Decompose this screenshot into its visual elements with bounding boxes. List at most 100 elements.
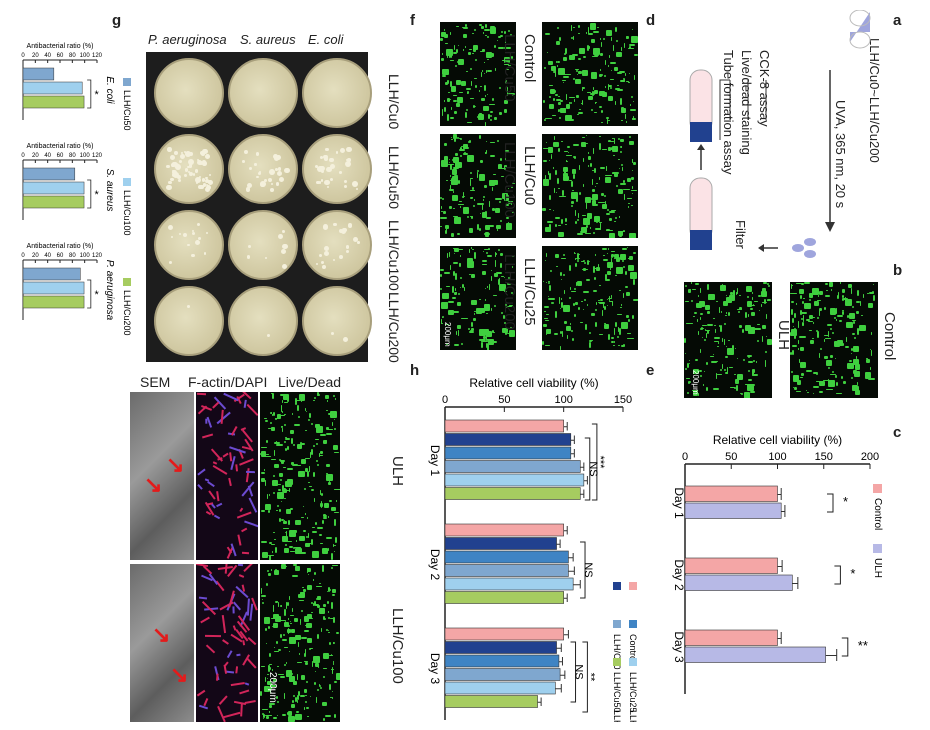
cell-speck: [473, 313, 476, 315]
cell-speck: [566, 334, 569, 340]
cell-speck: [730, 291, 734, 295]
cell-speck: [324, 515, 327, 517]
panel-letter-a: a: [893, 12, 902, 29]
cell-speck: [500, 175, 504, 178]
cell-speck: [692, 288, 696, 290]
cell-speck: [304, 407, 307, 411]
cell-speck: [440, 269, 444, 271]
cell-speck: [700, 326, 704, 330]
cell-speck: [484, 185, 488, 189]
cell-speck: [582, 308, 585, 311]
cell-speck: [569, 287, 572, 290]
cell-speck: [594, 168, 596, 173]
cell-speck: [475, 84, 477, 88]
cell-speck: [837, 291, 840, 298]
cell-speck: [454, 288, 457, 291]
cell-speck: [494, 67, 497, 71]
cell-speck: [560, 298, 563, 300]
cell-speck: [615, 322, 617, 327]
cell-speck: [508, 277, 510, 279]
cell-speck: [584, 299, 586, 301]
cell-speck: [298, 593, 303, 599]
cell-speck: [601, 74, 603, 76]
cell-speck: [620, 107, 627, 114]
cell-speck: [619, 253, 626, 260]
cell-speck: [311, 449, 313, 455]
cell-speck: [293, 564, 298, 566]
cell-speck: [565, 154, 573, 157]
cell-speck: [733, 289, 735, 296]
cell-speck: [603, 322, 607, 325]
h-sem-llhcu100: [130, 564, 194, 722]
cell-speck: [463, 286, 466, 291]
cell-speck: [694, 283, 700, 285]
cell-speck: [324, 618, 326, 620]
cell-speck: [600, 110, 604, 113]
cell-speck: [471, 321, 473, 328]
cell-speck: [277, 492, 285, 500]
cell-speck: [623, 43, 626, 49]
micrograph-d-llhcu100: [440, 134, 516, 238]
cell-speck: [633, 74, 636, 80]
cell-speck: [495, 272, 502, 274]
cell-speck: [555, 94, 558, 96]
cell-speck: [326, 464, 330, 468]
cell-speck: [574, 210, 577, 216]
cell-speck: [582, 56, 587, 58]
cell-speck: [603, 38, 606, 40]
cell-speck: [472, 52, 474, 55]
cell-speck: [504, 47, 511, 49]
cell-speck: [554, 70, 557, 77]
cell-speck: [295, 696, 297, 703]
cell-speck: [263, 417, 267, 420]
cell-speck: [545, 333, 548, 335]
actin-fiber: [230, 542, 238, 557]
cell-speck: [303, 589, 307, 593]
cell-speck: [595, 322, 597, 327]
cell-speck: [542, 207, 546, 212]
cell-speck: [482, 31, 485, 35]
cell-speck: [596, 266, 601, 271]
significance-bracket: [841, 637, 849, 657]
cell-speck: [753, 369, 755, 374]
cell-speck: [267, 570, 269, 573]
cell-speck: [456, 49, 458, 54]
legend-swatch: [123, 178, 131, 186]
cell-speck: [479, 339, 486, 341]
bacterial-colony: [168, 180, 172, 185]
cell-speck: [855, 355, 858, 360]
cell-speck: [304, 701, 308, 703]
cell-speck: [859, 301, 862, 306]
cell-speck: [467, 91, 469, 95]
cell-speck: [331, 564, 338, 567]
cell-speck: [570, 102, 572, 104]
bacterial-colony: [183, 232, 188, 237]
cell-speck: [631, 176, 635, 181]
cell-speck: [306, 707, 310, 709]
cell-speck: [481, 70, 484, 72]
cell-speck: [483, 196, 485, 198]
cell-speck: [318, 454, 324, 457]
cell-speck: [261, 665, 265, 668]
cell-speck: [699, 370, 702, 372]
cell-speck: [440, 38, 443, 42]
cell-speck: [700, 313, 703, 315]
bacterial-colony: [187, 170, 191, 174]
cell-speck: [469, 331, 474, 333]
cell-speck: [550, 153, 553, 156]
cell-speck: [316, 605, 320, 609]
cell-speck: [285, 662, 288, 664]
cell-speck: [800, 295, 802, 299]
cell-speck: [748, 379, 752, 381]
cell-speck: [565, 325, 572, 332]
cell-speck: [561, 219, 563, 224]
cell-speck: [574, 258, 577, 260]
actin-fiber: [222, 452, 229, 458]
cell-speck: [808, 299, 811, 302]
bacterial-colony: [319, 165, 325, 171]
cell-speck: [573, 314, 577, 317]
cell-speck: [730, 386, 736, 389]
bacterial-colony: [280, 249, 286, 255]
panel-letter-c: c: [893, 424, 902, 441]
legend-label: LLH/Cu0: [612, 634, 622, 670]
